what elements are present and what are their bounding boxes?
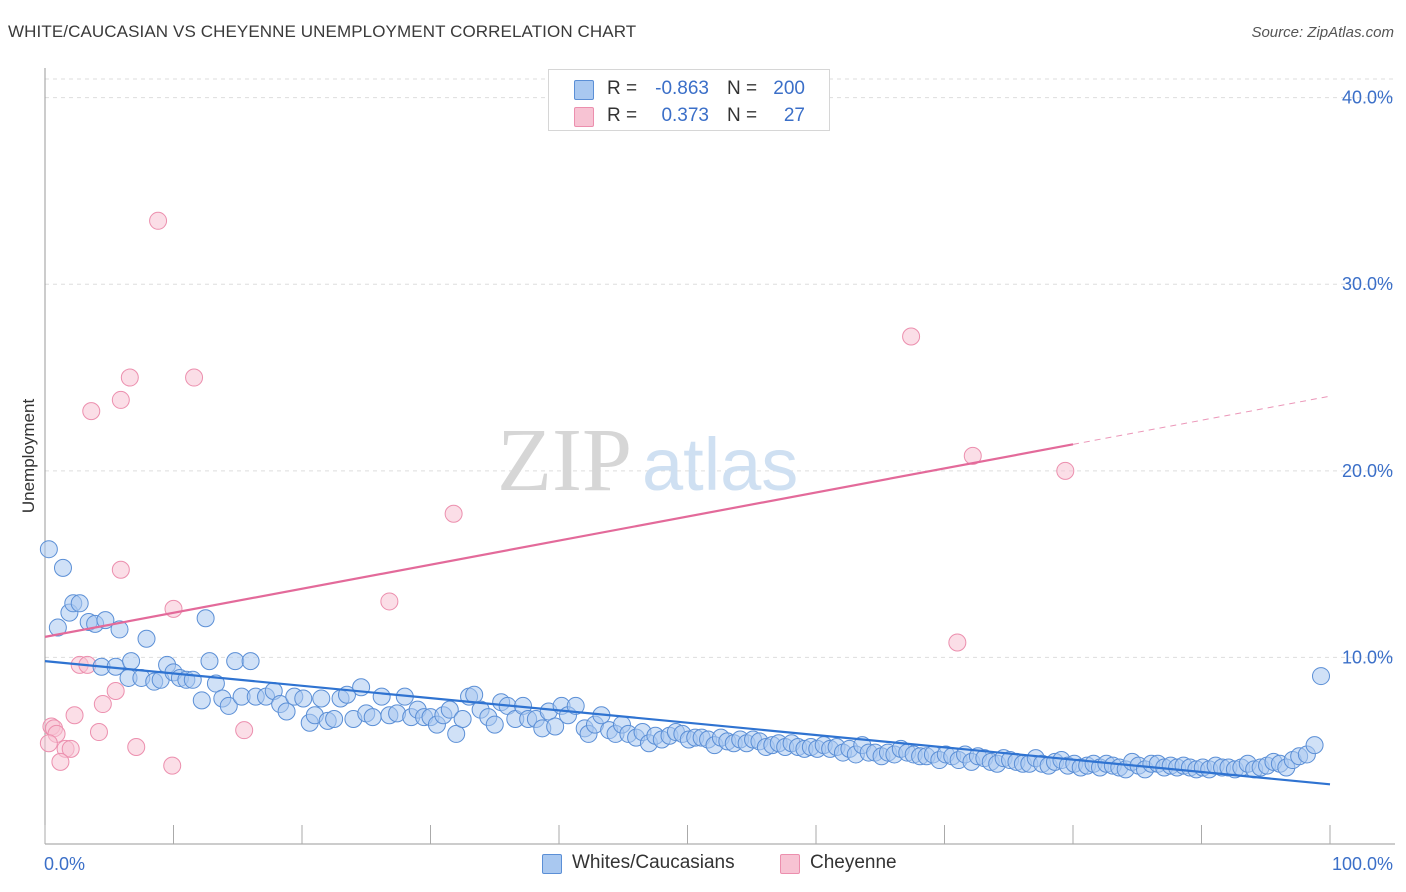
- cheyenne-point: [902, 327, 921, 346]
- whites-point: [277, 702, 296, 721]
- chart-title: WHITE/CAUCASIAN VS CHEYENNE UNEMPLOYMENT…: [8, 22, 637, 41]
- cheyenne-point: [93, 695, 112, 714]
- whites-point: [39, 540, 58, 559]
- cheyenne-point: [149, 211, 168, 230]
- cheyenne-point: [444, 504, 463, 523]
- correlation-legend: R = -0.863 N = 200 R = 0.373 N = 27: [548, 69, 830, 131]
- trend-lines: [44, 395, 1331, 786]
- legend-swatch-cheyenne: [574, 107, 594, 127]
- cheyenne-point: [380, 592, 399, 611]
- cheyenne-point: [163, 756, 182, 775]
- whites-point: [110, 620, 129, 639]
- whites-point: [196, 609, 215, 628]
- y-tick-label: 20.0%: [1342, 461, 1393, 481]
- cheyenne-point: [235, 721, 254, 740]
- whites-point: [1312, 667, 1331, 686]
- whites-points: [39, 540, 1331, 779]
- cheyenne-point: [39, 734, 58, 753]
- x-tick-labels: 0.0% 100.0%: [44, 854, 1393, 874]
- legend-row-cheyenne: R = 0.373 N = 27: [549, 103, 829, 127]
- whites-point: [372, 687, 391, 706]
- cheyenne-point: [120, 368, 139, 387]
- cheyenne-point: [111, 390, 130, 409]
- cheyenne-point: [82, 402, 101, 421]
- whites-point: [70, 594, 89, 613]
- whites-point: [137, 629, 156, 648]
- y-tick-label: 30.0%: [1342, 274, 1393, 294]
- whites-point: [48, 618, 67, 637]
- cheyenne-points: [39, 211, 1075, 775]
- whites-point: [453, 709, 472, 728]
- whites-point: [1305, 736, 1324, 755]
- cheyenne-point: [51, 752, 70, 771]
- gridlines: [45, 78, 1395, 658]
- legend-n-value: 27: [783, 105, 805, 126]
- axes: [44, 68, 1395, 845]
- whites-trend-line: [44, 660, 1331, 786]
- cheyenne-point: [65, 706, 84, 725]
- cheyenne-point: [948, 633, 967, 652]
- bottom-legend-label-cheyenne: Cheyenne: [810, 852, 897, 873]
- whites-point: [219, 696, 238, 715]
- cheyenne-point: [106, 682, 125, 700]
- cheyenne-point: [111, 560, 130, 579]
- whites-point: [447, 724, 466, 743]
- whites-point: [241, 652, 260, 671]
- cheyenne-point: [963, 446, 982, 465]
- legend-n-value: 200: [773, 78, 805, 99]
- bottom-legend-label-whites: Whites/Caucasians: [572, 852, 735, 873]
- cheyenne-trend-extension: [1072, 395, 1331, 445]
- x-tick-label: 0.0%: [44, 854, 85, 874]
- whites-point: [226, 652, 245, 671]
- cheyenne-trend-line: [44, 443, 1074, 638]
- watermark-atlas: atlas: [642, 423, 798, 506]
- legend-row-whites: R = -0.863 N = 200: [549, 76, 829, 100]
- whites-point: [192, 691, 211, 710]
- whites-point: [363, 708, 382, 727]
- legend-r-value: 0.373: [661, 105, 709, 126]
- bottom-legend-swatch-cheyenne: [780, 854, 800, 874]
- whites-point: [352, 678, 371, 697]
- legend-r-value: -0.863: [655, 78, 709, 99]
- bottom-legend-swatch-whites: [542, 854, 562, 874]
- whites-point: [312, 689, 331, 708]
- cheyenne-point: [89, 723, 108, 742]
- legend-r-label: R =: [607, 78, 638, 99]
- y-tick-label: 40.0%: [1342, 88, 1393, 108]
- y-axis-label: Unemployment: [19, 399, 38, 514]
- watermark-zip: ZIP: [497, 411, 632, 510]
- x-tick-label: 100.0%: [1332, 854, 1393, 874]
- whites-point: [122, 652, 141, 671]
- legend-r-label: R =: [607, 105, 638, 126]
- watermark: ZIP atlas: [497, 411, 798, 510]
- cheyenne-point: [61, 739, 80, 758]
- whites-point: [485, 715, 504, 734]
- whites-point: [440, 700, 459, 719]
- legend-n-label: N =: [727, 78, 758, 99]
- y-tick-label: 10.0%: [1342, 647, 1393, 667]
- whites-point: [206, 674, 225, 693]
- legend-swatch-whites: [574, 80, 594, 100]
- whites-point: [53, 558, 72, 577]
- whites-point: [200, 652, 219, 671]
- source-credit: Source: ZipAtlas.com: [1251, 24, 1394, 41]
- whites-point: [325, 709, 344, 728]
- legend-n-label: N =: [727, 105, 758, 126]
- whites-point: [566, 696, 585, 715]
- y-tick-labels: 10.0% 20.0% 30.0% 40.0%: [1342, 88, 1393, 668]
- whites-point: [546, 717, 565, 736]
- cheyenne-point: [185, 368, 204, 387]
- cheyenne-point: [127, 737, 146, 756]
- cheyenne-point: [1056, 461, 1075, 480]
- whites-point: [294, 689, 313, 708]
